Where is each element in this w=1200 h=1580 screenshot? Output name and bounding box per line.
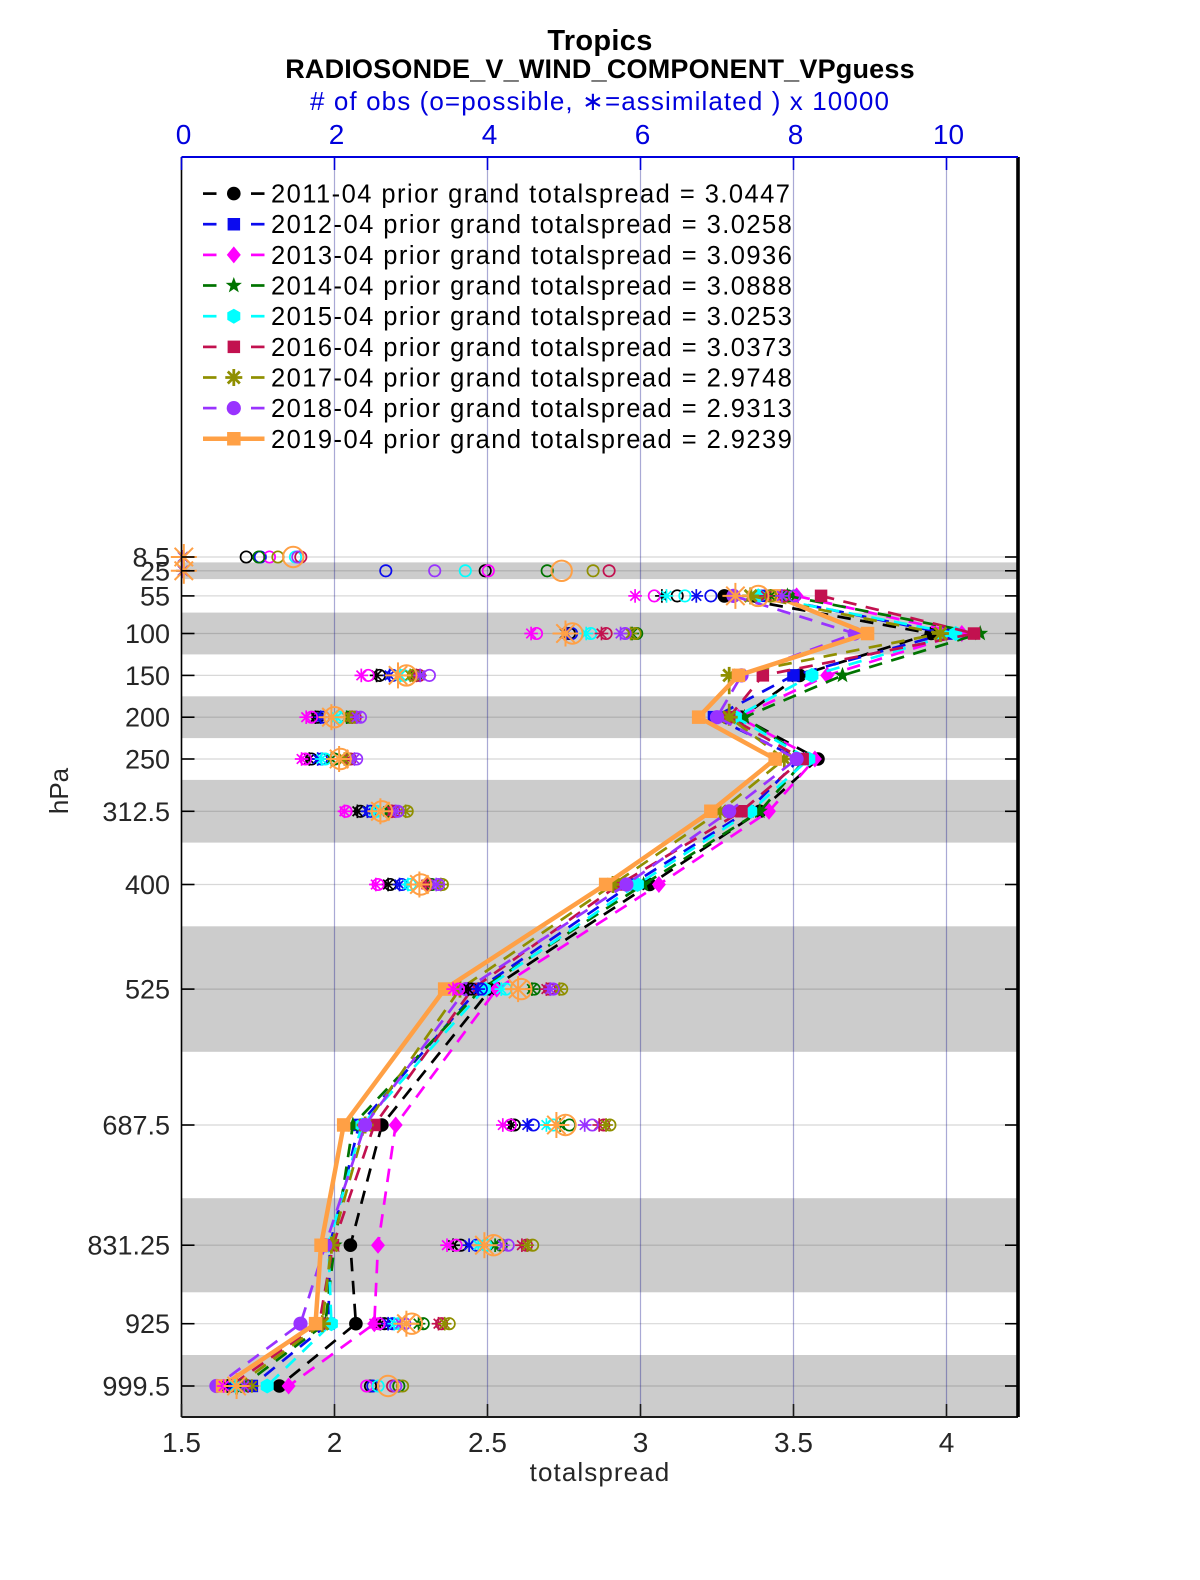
svg-text:2016-04 prior grand totalsprea: 2016-04 prior grand totalspread = 3.0373	[271, 334, 793, 362]
svg-text:831.25: 831.25	[87, 1231, 170, 1261]
svg-text:2013-04 prior grand totalsprea: 2013-04 prior grand totalspread = 3.0936	[271, 242, 793, 270]
svg-text:250: 250	[125, 745, 170, 775]
svg-text:400: 400	[125, 870, 170, 900]
svg-text:687.5: 687.5	[102, 1111, 170, 1141]
svg-text:2019-04 prior grand totalsprea: 2019-04 prior grand totalspread = 2.9239	[271, 426, 793, 454]
svg-text:2017-04 prior grand totalsprea: 2017-04 prior grand totalspread = 2.9748	[271, 365, 793, 393]
svg-text:4: 4	[482, 119, 498, 150]
svg-text:2018-04 prior grand totalsprea: 2018-04 prior grand totalspread = 2.9313	[271, 395, 793, 423]
svg-text:6: 6	[635, 119, 651, 150]
svg-text:# of obs (o=possible, ∗=assimi: # of obs (o=possible, ∗=assimilated ) x …	[310, 86, 890, 116]
svg-text:1.5: 1.5	[162, 1427, 201, 1458]
svg-text:150: 150	[125, 661, 170, 691]
svg-text:312.5: 312.5	[102, 797, 170, 827]
svg-text:3: 3	[633, 1427, 649, 1458]
svg-text:200: 200	[125, 703, 170, 733]
svg-text:2011-04 prior grand totalsprea: 2011-04 prior grand totalspread = 3.0447	[271, 181, 791, 209]
svg-text:3.5: 3.5	[774, 1427, 813, 1458]
svg-text:2: 2	[327, 1427, 343, 1458]
svg-text:10: 10	[933, 119, 964, 150]
svg-text:2.5: 2.5	[468, 1427, 507, 1458]
svg-text:100: 100	[125, 619, 170, 649]
svg-text:925: 925	[125, 1309, 170, 1339]
svg-text:totalspread: totalspread	[530, 1457, 671, 1487]
svg-text:8.5: 8.5	[132, 543, 170, 573]
svg-text:2012-04 prior grand totalsprea: 2012-04 prior grand totalspread = 3.0258	[271, 211, 793, 239]
svg-text:55: 55	[140, 581, 170, 611]
svg-text:2015-04 prior grand totalsprea: 2015-04 prior grand totalspread = 3.0253	[271, 303, 793, 331]
svg-text:hPa: hPa	[44, 767, 74, 814]
svg-text:0: 0	[176, 119, 192, 150]
svg-text:2: 2	[329, 119, 345, 150]
svg-text:8: 8	[788, 119, 804, 150]
svg-text:999.5: 999.5	[102, 1372, 170, 1402]
svg-text:Tropics: Tropics	[547, 25, 652, 57]
svg-text:2014-04 prior grand totalsprea: 2014-04 prior grand totalspread = 3.0888	[271, 273, 793, 301]
svg-text:4: 4	[939, 1427, 955, 1458]
svg-text:25: 25	[140, 556, 170, 586]
svg-text:525: 525	[125, 975, 170, 1005]
svg-text:RADIOSONDE_V_WIND_COMPONENT_VP: RADIOSONDE_V_WIND_COMPONENT_VPguess	[285, 54, 915, 84]
